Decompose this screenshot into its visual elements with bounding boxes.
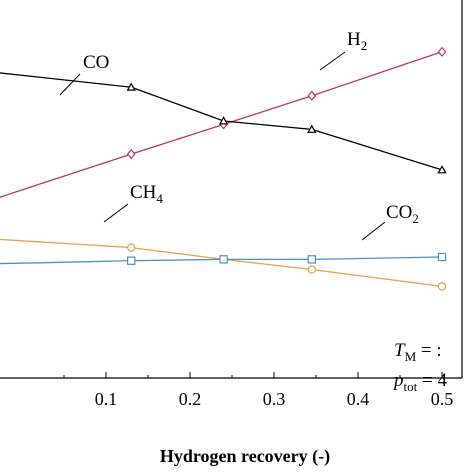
x-tick-label: 0.1 [95, 389, 118, 409]
marker-h2 [437, 46, 447, 57]
series-label-main: CO [83, 52, 109, 73]
series-label-ch4: CH4 [130, 182, 163, 206]
series-line-co2 [0, 256, 443, 265]
leader-line-ch4 [103, 203, 129, 223]
series-line-co [0, 72, 443, 171]
leader-line-co2 [361, 221, 386, 241]
marker-co2 [307, 255, 317, 264]
marker-co2 [126, 256, 136, 265]
marker-co [437, 165, 447, 174]
series-label-co: CO [83, 52, 109, 73]
x-tick-label: 0.5 [431, 389, 454, 409]
x-axis-title: Hydrogen recovery (-) [160, 446, 330, 467]
leader-line-h2 [319, 51, 346, 71]
annotation-subscript: M [405, 349, 417, 364]
x-tick-label: 0.2 [179, 389, 202, 409]
marker-h2 [126, 148, 136, 160]
series-label-main: CH [130, 182, 157, 203]
axes: 0.1 0.2 0.3 0.4 0.5 Hydrogen recovery (-) [0, 0, 463, 467]
marker-ch4 [437, 282, 447, 291]
series-label-co2: CO2 [386, 202, 419, 226]
marker-co2 [437, 252, 447, 262]
annotation-value: = : [416, 340, 442, 361]
series-label-main: CO [386, 202, 412, 223]
marker-co [126, 82, 136, 91]
marker-co [218, 116, 229, 125]
leader-line-co [59, 73, 81, 96]
series-co2 [0, 252, 447, 265]
series-label-main: H [347, 29, 361, 50]
x-tick-label: 0.4 [347, 389, 370, 409]
annotation-0: TM = : [394, 340, 442, 364]
annotation-1: ptot = 4 [392, 370, 447, 394]
marker-ch4 [126, 243, 136, 252]
series-label-sub: 4 [156, 191, 163, 206]
marker-co [307, 124, 317, 133]
annotation-value: = 4 [417, 370, 447, 391]
x-tick-label: 0.3 [263, 389, 286, 409]
series-label-sub: 2 [412, 211, 419, 226]
series-ch4 [0, 238, 447, 291]
annotation-subscript: tot [404, 379, 418, 394]
annotation-symbol: T [394, 340, 406, 361]
series-label-sub: 2 [361, 38, 368, 53]
series-line-ch4 [0, 238, 443, 288]
series-layer [0, 46, 447, 291]
marker-ch4 [307, 265, 316, 274]
series-co [0, 72, 447, 174]
marker-co2 [219, 255, 228, 264]
marker-h2 [307, 90, 317, 101]
series-line-h2 [0, 51, 443, 198]
series-label-h2: H2 [347, 29, 367, 53]
annotation-symbol: p [392, 370, 404, 391]
